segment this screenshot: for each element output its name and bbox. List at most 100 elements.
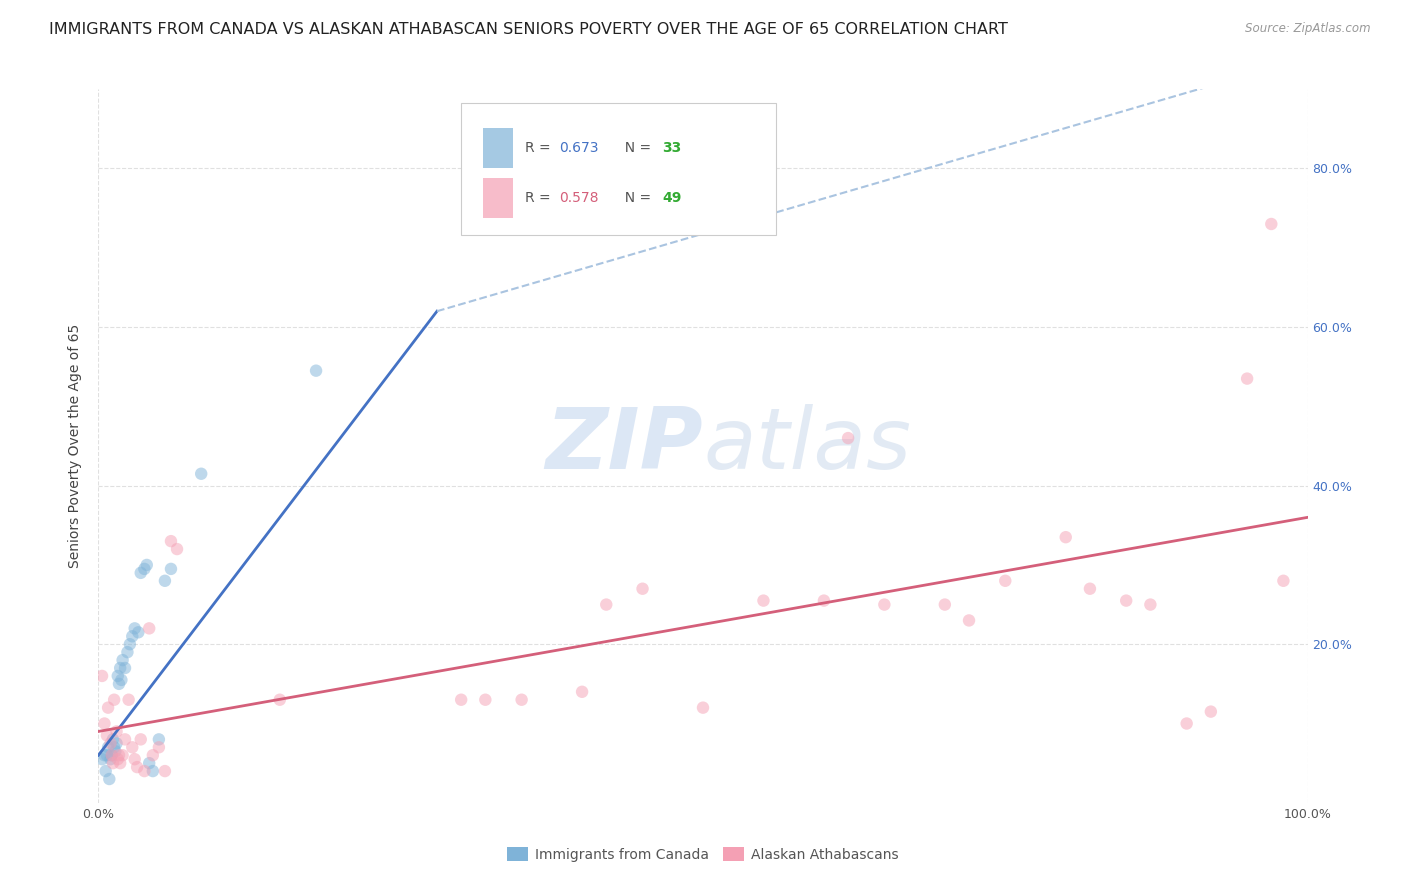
Point (100, 752, 122, 766)
Point (994, 574, 1017, 588)
Point (1236, 371, 1258, 385)
Point (166, 542, 188, 557)
Text: R =: R = (526, 141, 555, 154)
Point (121, 629, 143, 643)
Point (108, 748, 131, 763)
Point (153, 764, 176, 778)
Point (108, 661, 131, 675)
Point (1139, 598, 1161, 612)
Point (111, 653, 134, 667)
Point (135, 558, 157, 572)
Point (110, 673, 132, 687)
Legend: Immigrants from Canada, Alaskan Athabascans: Immigrants from Canada, Alaskan Athabasc… (502, 841, 904, 867)
Point (142, 764, 165, 778)
Point (107, 669, 129, 683)
Point (91, 669, 114, 683)
Point (118, 637, 141, 651)
FancyBboxPatch shape (482, 178, 513, 218)
Point (595, 598, 617, 612)
Point (100, 748, 122, 763)
Point (1272, 574, 1295, 588)
Point (160, 534, 183, 549)
Point (1115, 593, 1137, 607)
Point (127, 625, 149, 640)
Point (101, 756, 124, 771)
Point (97, 740, 120, 755)
Point (114, 661, 136, 675)
Text: R =: R = (526, 191, 555, 204)
Point (129, 732, 152, 747)
Point (103, 692, 125, 706)
Point (1078, 582, 1101, 596)
Point (117, 645, 139, 659)
Point (96, 728, 118, 742)
Point (692, 700, 714, 714)
Point (103, 740, 125, 755)
Point (105, 724, 128, 739)
Point (134, 562, 156, 576)
Point (1260, 217, 1282, 231)
Point (1199, 705, 1222, 719)
Text: 0.673: 0.673 (560, 141, 599, 154)
Text: 0.578: 0.578 (560, 191, 599, 204)
Text: N =: N = (616, 191, 655, 204)
Point (91, 752, 114, 766)
Text: Source: ZipAtlas.com: Source: ZipAtlas.com (1246, 22, 1371, 36)
Text: atlas: atlas (703, 404, 911, 488)
Point (107, 752, 129, 766)
Point (100, 736, 122, 750)
Point (450, 692, 472, 706)
Point (108, 756, 131, 771)
Point (93, 748, 115, 763)
Point (97, 700, 120, 714)
Point (1175, 716, 1198, 731)
Text: 49: 49 (662, 191, 682, 204)
Point (631, 582, 654, 596)
Point (114, 732, 136, 747)
Point (118, 692, 141, 706)
FancyBboxPatch shape (461, 103, 776, 235)
Point (142, 748, 165, 763)
Point (571, 685, 593, 699)
Point (474, 692, 496, 706)
Point (98, 772, 121, 786)
Point (124, 752, 146, 766)
Point (148, 740, 170, 755)
Point (121, 740, 143, 755)
Point (93, 716, 115, 731)
Point (134, 764, 156, 778)
Point (837, 431, 859, 445)
Point (813, 593, 835, 607)
Point (873, 598, 896, 612)
Point (269, 692, 291, 706)
Point (138, 756, 160, 771)
Text: 33: 33 (662, 141, 681, 154)
Point (752, 593, 775, 607)
FancyBboxPatch shape (482, 128, 513, 168)
Point (108, 677, 131, 691)
Point (160, 562, 183, 576)
Point (510, 692, 533, 706)
Point (96, 748, 118, 763)
Text: IMMIGRANTS FROM CANADA VS ALASKAN ATHABASCAN SENIORS POVERTY OVER THE AGE OF 65 : IMMIGRANTS FROM CANADA VS ALASKAN ATHABA… (49, 22, 1008, 37)
Point (104, 744, 127, 758)
Text: N =: N = (616, 141, 655, 154)
Text: ZIP: ZIP (546, 404, 703, 488)
Point (138, 621, 160, 635)
Point (153, 574, 176, 588)
Point (94, 764, 117, 778)
Point (124, 621, 146, 635)
Point (127, 760, 149, 774)
Point (190, 467, 212, 481)
Point (957, 614, 980, 628)
Y-axis label: Seniors Poverty Over the Age of 65: Seniors Poverty Over the Age of 65 (69, 324, 83, 568)
Point (934, 598, 956, 612)
Point (148, 732, 170, 747)
Point (305, 364, 328, 378)
Point (111, 748, 134, 763)
Point (1054, 530, 1077, 544)
Point (129, 566, 152, 580)
Point (105, 736, 128, 750)
Point (100, 748, 122, 763)
Point (101, 732, 124, 747)
